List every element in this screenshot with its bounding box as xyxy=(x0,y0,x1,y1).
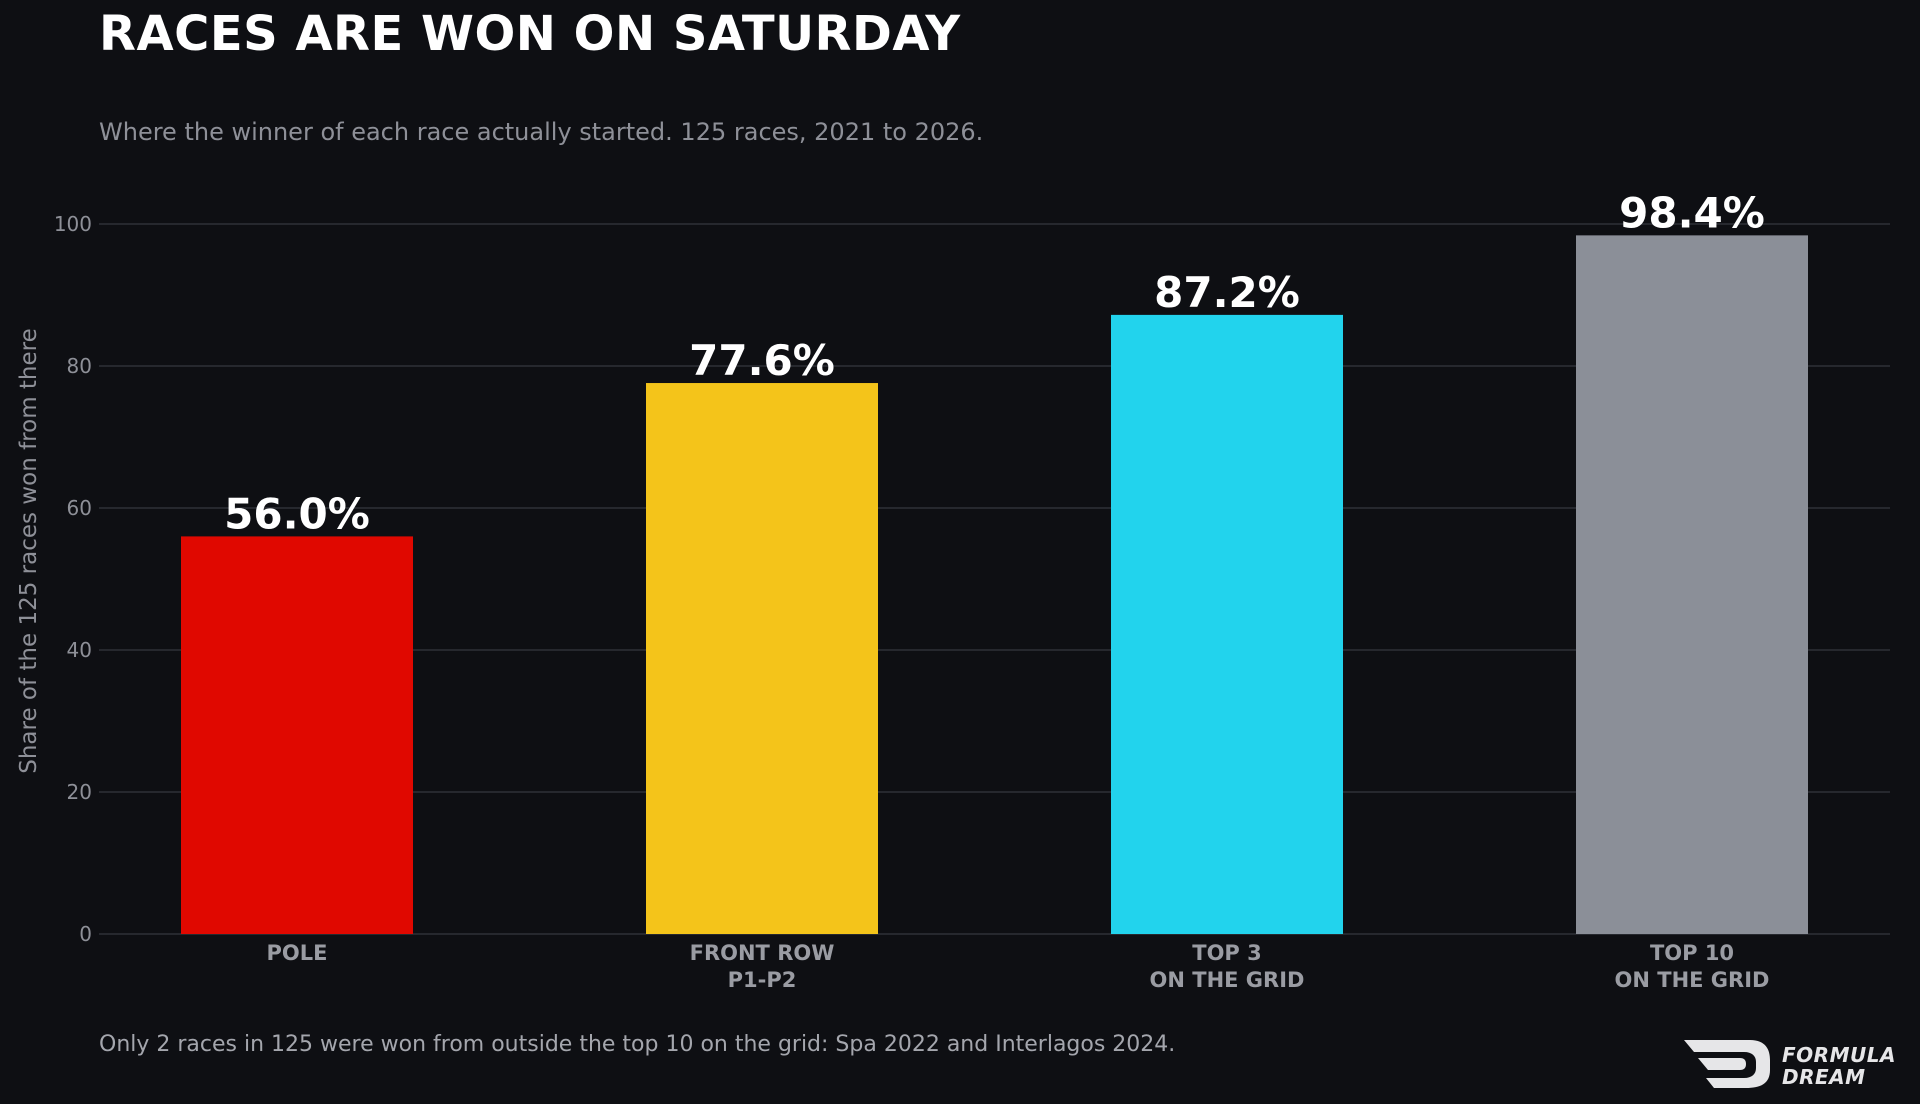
bar-value-label: 87.2% xyxy=(1154,268,1300,317)
chart-title: RACES ARE WON ON SATURDAY xyxy=(99,6,961,62)
x-tick-label: P1-P2 xyxy=(728,968,797,992)
x-tick-label: ON THE GRID xyxy=(1150,968,1305,992)
x-tick-label: TOP 3 xyxy=(1192,941,1262,965)
bar-value-label: 56.0% xyxy=(224,489,370,538)
y-tick-label: 80 xyxy=(67,354,92,378)
x-tick-label: ON THE GRID xyxy=(1615,968,1770,992)
logo-line-1: FORMULA xyxy=(1782,1043,1896,1067)
x-tick-label: TOP 10 xyxy=(1650,941,1734,965)
formula-dream-logo xyxy=(1684,1040,1770,1088)
bar-value-label: 98.4% xyxy=(1619,188,1765,237)
footnote: Only 2 races in 125 were won from outsid… xyxy=(99,1032,1176,1057)
bar xyxy=(1576,235,1808,935)
y-axis-label: Share of the 125 races won from there xyxy=(16,328,42,774)
x-tick-label: POLE xyxy=(267,941,328,965)
chart-subtitle: Where the winner of each race actually s… xyxy=(99,118,984,146)
bar xyxy=(646,383,878,934)
bar xyxy=(181,536,413,934)
y-tick-label: 20 xyxy=(67,780,92,804)
y-tick-label: 40 xyxy=(67,638,92,662)
logo-mark-icon xyxy=(1684,1040,1770,1088)
y-tick-label: 0 xyxy=(79,922,92,946)
x-tick-label: FRONT ROW xyxy=(690,941,835,965)
y-tick-label: 100 xyxy=(54,212,92,236)
bar xyxy=(1111,314,1343,934)
logo-wordmark: FORMULA DREAM xyxy=(1782,1044,1896,1088)
logo-line-2: DREAM xyxy=(1782,1065,1866,1089)
y-tick-label: 60 xyxy=(67,496,92,520)
bar-value-label: 77.6% xyxy=(689,336,835,385)
